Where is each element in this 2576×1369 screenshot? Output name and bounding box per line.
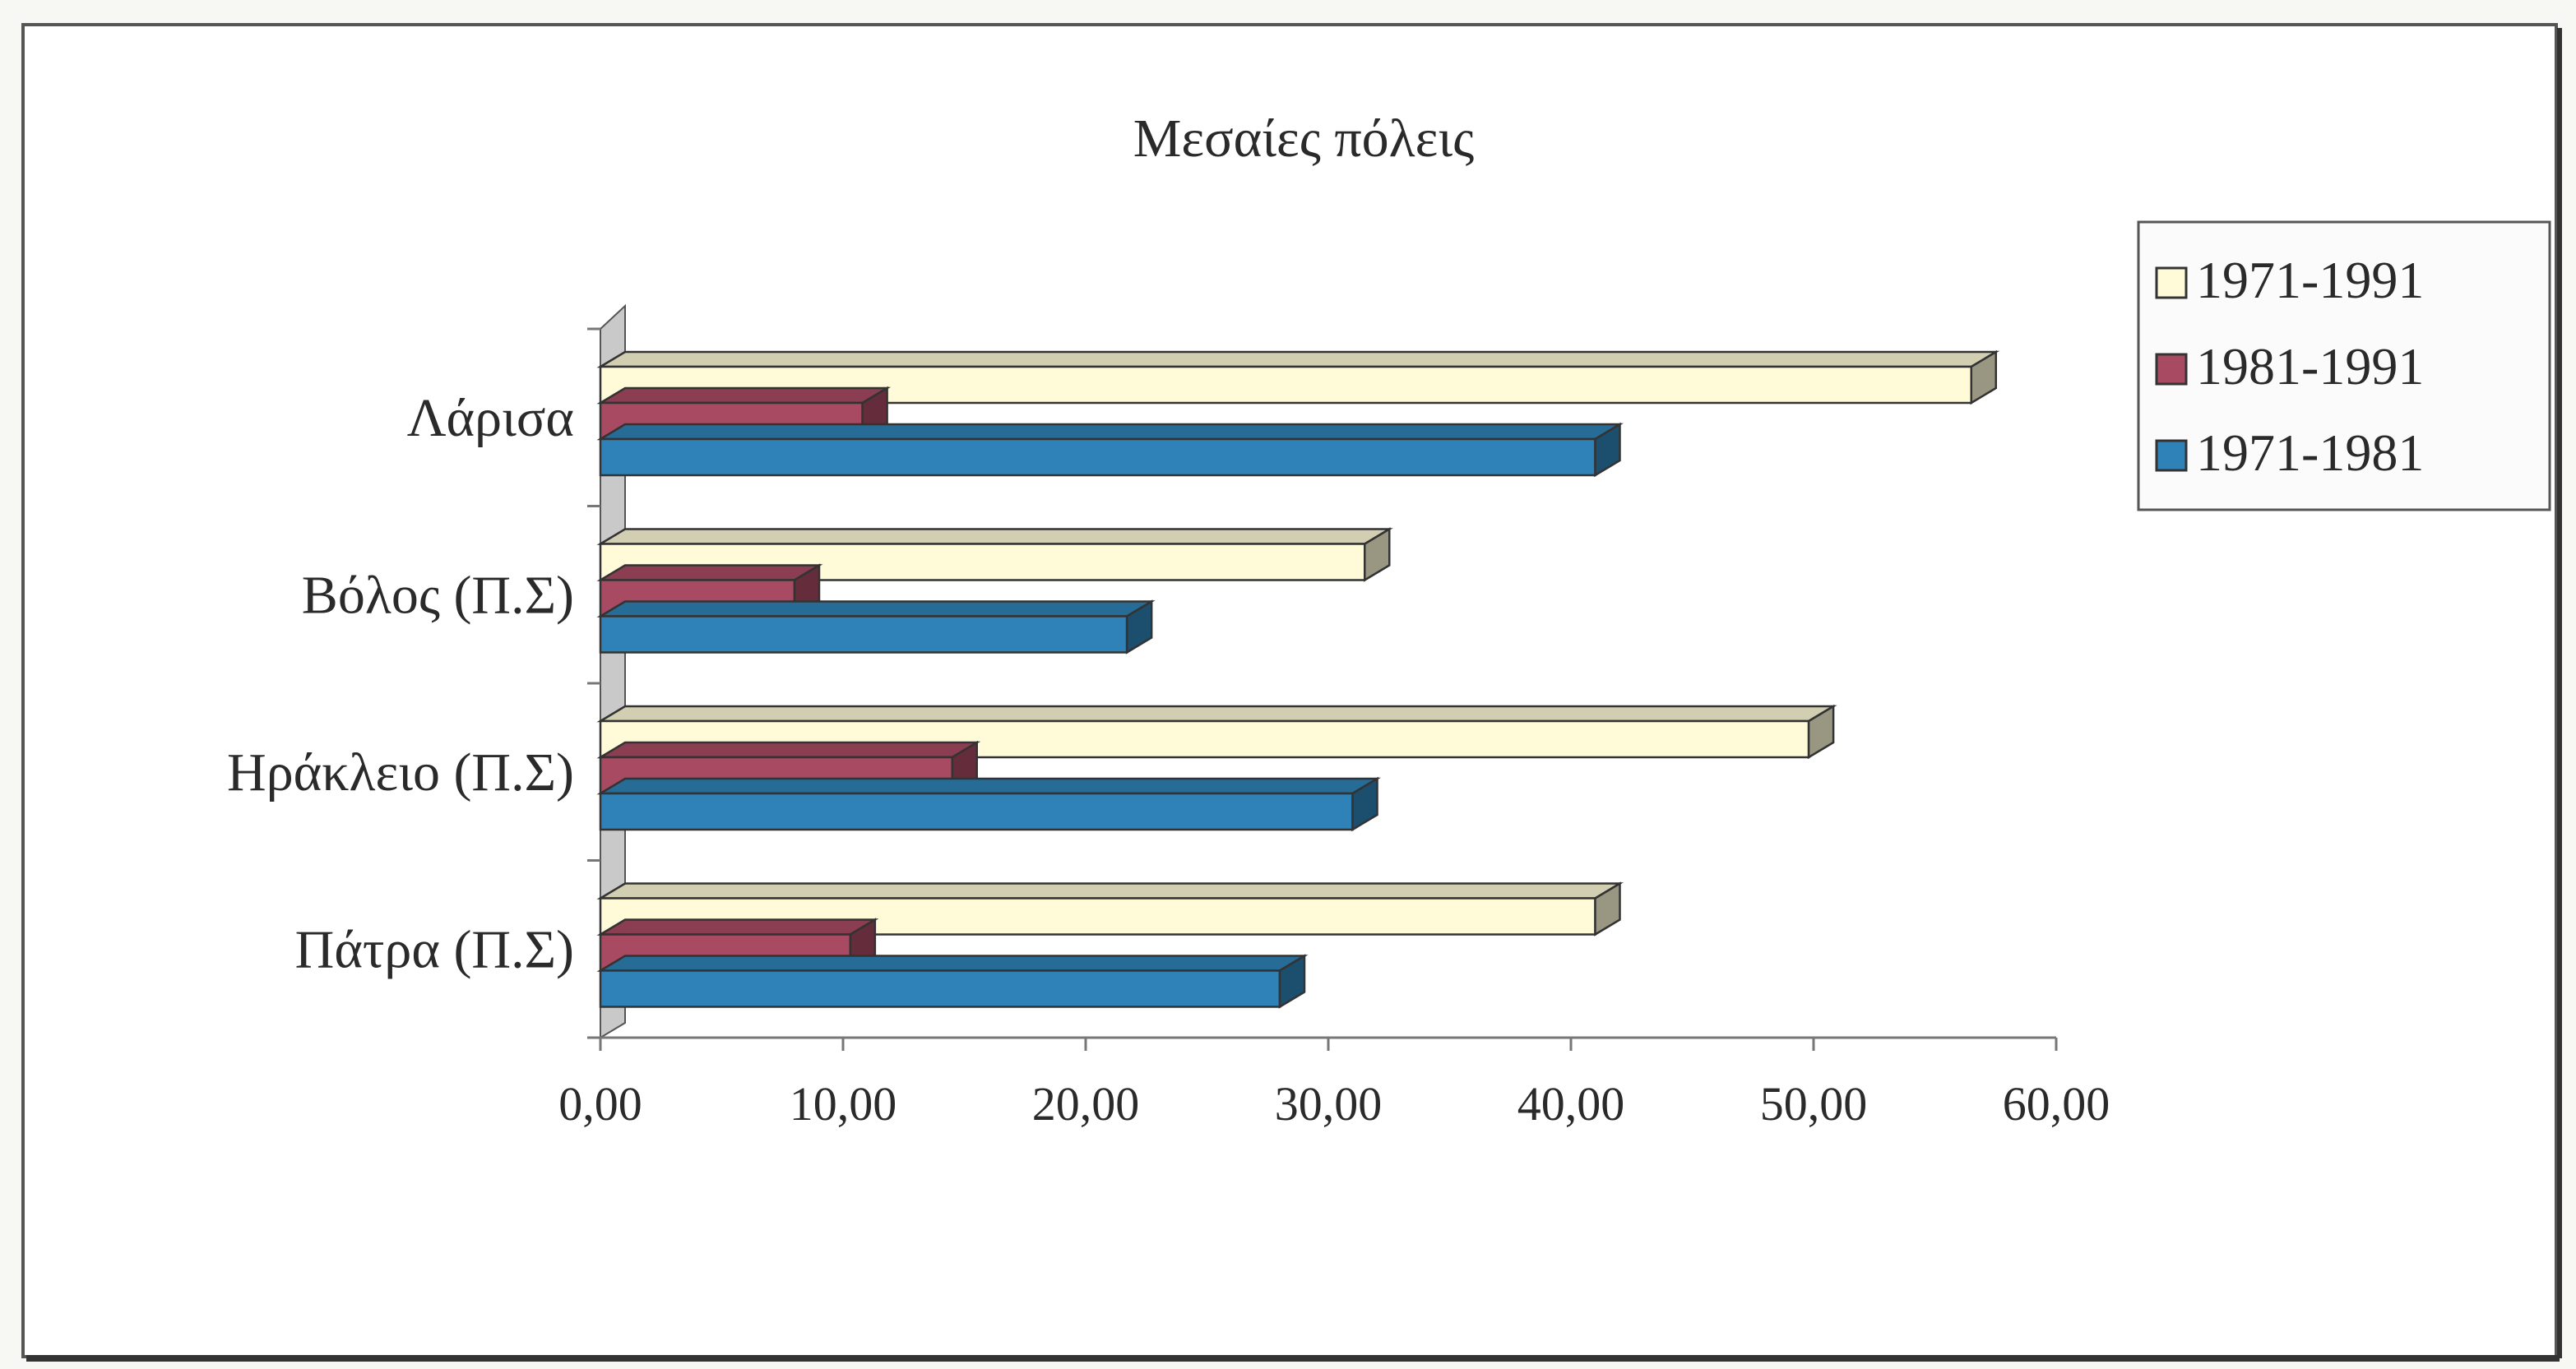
bar-top-face — [596, 741, 981, 759]
bar — [596, 776, 1382, 832]
bar-top-face — [596, 564, 823, 581]
x-tick-label: 0,00 — [558, 1077, 642, 1131]
x-tick-label: 30,00 — [1275, 1077, 1383, 1131]
bar-end-face — [1594, 422, 1621, 478]
chart-border — [21, 23, 2558, 1358]
legend-label: 1971-1981 — [2196, 423, 2424, 482]
bar-front-face — [599, 969, 1281, 1008]
legend-swatch — [2155, 439, 2188, 472]
category-label: Λάρισα — [407, 388, 574, 448]
bar-top-face — [596, 600, 1156, 617]
bar-top-face — [596, 528, 1393, 545]
bar-front-face — [599, 792, 1354, 831]
plot-area: 0,00 10,00 20,00 30,00 40,00 50,00 60,00 Λάρισα… — [227, 303, 2110, 1131]
x-tick-label: 40,00 — [1517, 1077, 1625, 1131]
bar-end-face — [1278, 954, 1306, 1009]
bar-top-face — [596, 705, 1837, 723]
bar-top-face — [596, 423, 1624, 441]
bar-top-face — [596, 386, 892, 405]
x-tick-label: 10,00 — [790, 1077, 897, 1131]
bar-front-face — [599, 437, 1596, 477]
x-tick-label: 60,00 — [2003, 1077, 2110, 1131]
bar-top-face — [596, 350, 2000, 368]
bar-top-face — [596, 882, 1624, 900]
bar-end-face — [1125, 599, 1153, 654]
bar-top-face — [596, 777, 1382, 795]
legend-label: 1971-1991 — [2196, 251, 2424, 309]
bar-top-face — [596, 918, 879, 936]
bar-top-face — [596, 955, 1309, 972]
x-tick-label: 20,00 — [1032, 1077, 1140, 1131]
bar-end-face — [1351, 776, 1378, 832]
bar-end-face — [1364, 527, 1391, 582]
category-label: Βόλος (Π.Σ) — [302, 565, 574, 625]
bar-front-face — [599, 615, 1128, 654]
bar — [596, 527, 1393, 582]
legend-swatch — [2155, 353, 2188, 386]
bar-end-face — [1594, 881, 1621, 937]
legend-swatch — [2155, 266, 2188, 299]
bar-end-face — [1970, 349, 1997, 405]
bar — [596, 599, 1156, 654]
chart-title: Μεσαίες πόλεις — [1133, 109, 1475, 169]
bar — [596, 954, 1309, 1009]
legend-label: 1981-1991 — [2196, 337, 2424, 395]
bar — [596, 881, 1624, 937]
category-label: Ηράκλειο (Π.Σ) — [227, 742, 574, 802]
bar-end-face — [1807, 704, 1835, 760]
bar — [596, 422, 1624, 478]
legend-box — [2137, 220, 2551, 511]
x-tick-label: 50,00 — [1760, 1077, 1868, 1131]
category-label: Πάτρα (Π.Σ) — [295, 919, 574, 979]
legend: 1971-1991 1981-1991 1971-1981 — [2137, 220, 2551, 511]
